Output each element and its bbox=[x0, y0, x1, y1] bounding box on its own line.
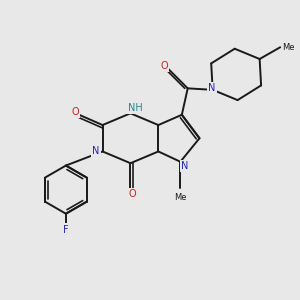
Text: N: N bbox=[92, 146, 100, 157]
Text: Me: Me bbox=[174, 193, 187, 202]
Text: O: O bbox=[160, 61, 168, 71]
Text: NH: NH bbox=[128, 103, 142, 113]
Text: O: O bbox=[72, 107, 80, 117]
Text: O: O bbox=[128, 189, 136, 199]
Text: F: F bbox=[63, 225, 69, 235]
Text: N: N bbox=[181, 161, 188, 171]
Text: Me: Me bbox=[283, 43, 295, 52]
Text: N: N bbox=[208, 83, 216, 93]
